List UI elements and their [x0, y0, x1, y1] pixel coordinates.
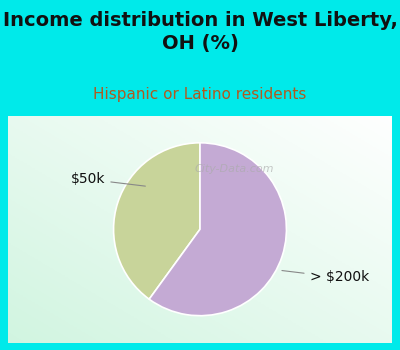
Text: $50k: $50k [71, 172, 145, 186]
Text: City-Data.com: City-Data.com [194, 164, 274, 174]
Text: Hispanic or Latino residents: Hispanic or Latino residents [93, 88, 307, 103]
Text: > $200k: > $200k [282, 271, 369, 285]
Wedge shape [149, 143, 286, 316]
Text: Income distribution in West Liberty,
OH (%): Income distribution in West Liberty, OH … [2, 10, 398, 53]
Wedge shape [114, 143, 200, 299]
